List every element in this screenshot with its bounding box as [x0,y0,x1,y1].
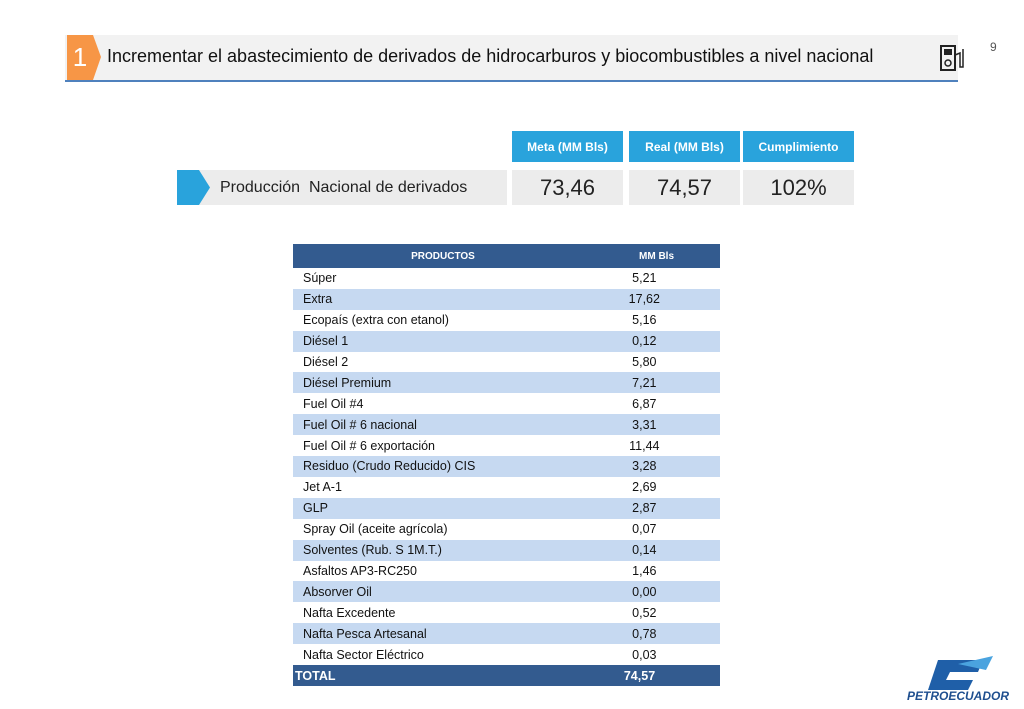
product-value: 0,12 [632,334,657,349]
product-value: 2,87 [632,501,657,516]
product-name: Jet A-1 [303,480,342,495]
header-number: 1 [72,42,88,72]
total-row: TOTAL 74,57 [293,665,720,686]
product-value: 11,44 [629,438,660,453]
product-value: 0,03 [632,647,657,662]
table-row: Diésel 1 0,12 [293,330,720,352]
table-row: Solventes (Rub. S 1M.T.) 0,14 [293,539,720,561]
kpi-value: 74,57 [629,170,740,205]
product-name: Fuel Oil #4 [303,396,364,411]
table-row: Nafta Pesca Artesanal 0,78 [293,623,720,645]
product-value: 5,16 [632,313,657,328]
kpi-header: Real (MM Bls) [629,131,740,162]
header-title: Incrementar el abastecimiento de derivad… [107,46,874,66]
product-value: 7,21 [632,375,657,390]
table-row: Spray Oil (aceite agrícola) 0,07 [293,518,720,540]
header-rule [65,80,958,82]
fuel-icon [940,45,964,71]
chevron [177,170,210,205]
kpi-value: 73,46 [512,170,623,205]
table-row: Súper 5,21 [293,268,720,289]
table-row: Absorver Oil 0,00 [293,581,720,603]
product-value: 0,00 [632,584,657,599]
product-name: Nafta Excedente [303,605,396,620]
product-name: Diésel 1 [303,334,349,349]
header-bar [65,35,958,80]
table-row: Residuo (Crudo Reducido) CIS 3,28 [293,456,720,477]
product-value: 5,21 [632,271,657,286]
logo: PETROECUADOR [907,656,1009,703]
kpi-header: Meta (MM Bls) [512,131,623,162]
product-value: 17,62 [628,292,660,307]
table-row: Diésel Premium 7,21 [293,372,720,394]
table-row: Diésel 2 5,80 [293,351,720,373]
product-name: Diésel Premium [303,375,392,390]
product-value: 0,07 [632,522,657,537]
product-name: Súper [303,271,337,286]
product-name: Solventes (Rub. S 1M.T.) [303,543,442,558]
product-name: Residuo (Crudo Reducido) CIS [303,459,476,474]
table-row: Nafta Sector Eléctrico 0,03 [293,644,720,665]
product-name: Diésel 2 [303,355,349,370]
table-row: Jet A-1 2,69 [293,476,720,498]
table-row: Ecopaís (extra con etanol) 5,16 [293,309,720,331]
logo-text: PETROECUADOR [907,689,1009,703]
product-value: 6,87 [632,396,657,411]
product-name: Ecopaís (extra con etanol) [303,313,449,328]
table-row: Nafta Excedente 0,52 [293,602,720,624]
table-row: Fuel Oil # 6 nacional 3,31 [293,414,720,436]
product-value: 2,69 [632,480,657,495]
total-label: TOTAL [295,668,336,683]
product-value: 1,46 [632,563,657,578]
header-cell: PRODUCTOS [411,250,475,262]
header-cell: MM Bls [639,250,674,262]
table-row: Extra 17,62 [293,288,720,310]
kpi-header: Cumplimiento [743,131,854,162]
product-name: Nafta Sector Eléctrico [303,647,424,662]
number-badge [67,35,101,80]
product-value: 3,28 [632,459,657,474]
table-row: GLP 2,87 [293,497,720,519]
product-name: Nafta Pesca Artesanal [303,626,427,641]
table-row: Asfaltos AP3-RC250 1,46 [293,560,720,582]
product-name: Fuel Oil # 6 exportación [303,438,436,453]
product-name: Absorver Oil [303,584,372,599]
product-name: Spray Oil (aceite agrícola) [303,522,448,537]
page-number: 9 [990,40,997,54]
table-row: Fuel Oil # 6 exportación 11,44 [293,435,720,457]
total-value: 74,57 [623,668,656,683]
kpi-label-box [177,170,507,205]
product-value: 0,52 [632,605,657,620]
product-value: 0,78 [632,626,657,641]
product-name: Fuel Oil # 6 nacional [303,417,417,432]
product-value: 0,14 [632,543,657,558]
product-value: 5,80 [632,355,657,370]
kpi-label: Producción Nacional de derivados [220,179,468,196]
product-value: 3,31 [632,417,657,432]
product-name: Asfaltos AP3-RC250 [303,563,417,578]
table-header: PRODUCTOS MM Bls [293,244,720,268]
product-name: Extra [303,292,333,307]
product-name: GLP [303,501,329,516]
table-row: Fuel Oil #4 6,87 [293,393,720,415]
kpi-value: 102% [743,170,854,205]
